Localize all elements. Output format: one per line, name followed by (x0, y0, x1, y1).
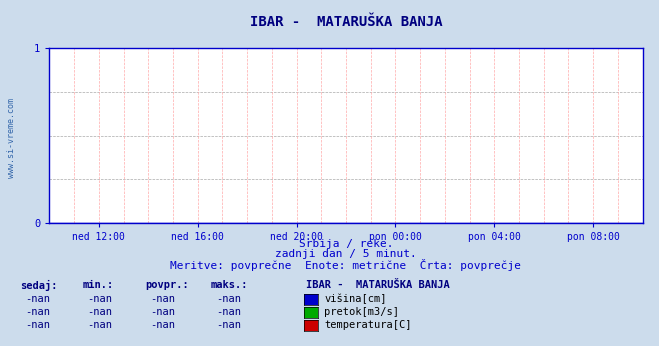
Text: -nan: -nan (216, 320, 241, 330)
Text: povpr.:: povpr.: (145, 281, 188, 290)
Text: -nan: -nan (150, 294, 175, 304)
Text: pretok[m3/s]: pretok[m3/s] (324, 307, 399, 317)
Text: www.si-vreme.com: www.si-vreme.com (7, 98, 16, 179)
Text: višina[cm]: višina[cm] (324, 294, 387, 304)
Text: IBAR -  MATARUŠKA BANJA: IBAR - MATARUŠKA BANJA (306, 281, 450, 290)
Text: IBAR -  MATARUŠKA BANJA: IBAR - MATARUŠKA BANJA (250, 16, 442, 29)
Text: -nan: -nan (88, 320, 113, 330)
Text: min.:: min.: (82, 281, 113, 290)
Text: sedaj:: sedaj: (20, 280, 57, 291)
Text: -nan: -nan (216, 307, 241, 317)
Text: -nan: -nan (25, 320, 50, 330)
Text: -nan: -nan (150, 320, 175, 330)
Text: zadnji dan / 5 minut.: zadnji dan / 5 minut. (275, 249, 417, 259)
Text: -nan: -nan (88, 294, 113, 304)
Text: -nan: -nan (25, 307, 50, 317)
Text: -nan: -nan (25, 294, 50, 304)
Text: -nan: -nan (150, 307, 175, 317)
Text: Srbija / reke.: Srbija / reke. (299, 239, 393, 249)
Text: Meritve: povprečne  Enote: metrične  Črta: povprečje: Meritve: povprečne Enote: metrične Črta:… (171, 259, 521, 271)
Text: maks.:: maks.: (211, 281, 248, 290)
Text: temperatura[C]: temperatura[C] (324, 320, 412, 330)
Text: -nan: -nan (88, 307, 113, 317)
Text: -nan: -nan (216, 294, 241, 304)
